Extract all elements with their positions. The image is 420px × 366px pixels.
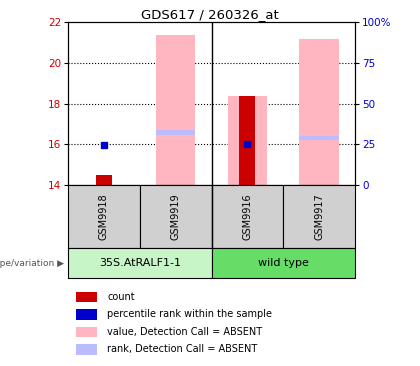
Text: GDS617 / 260326_at: GDS617 / 260326_at: [141, 8, 279, 21]
Bar: [96, 175, 112, 185]
Bar: [76, 326, 97, 337]
Text: rank, Detection Call = ABSENT: rank, Detection Call = ABSENT: [107, 344, 257, 354]
Text: percentile rank within the sample: percentile rank within the sample: [107, 309, 272, 319]
Text: value, Detection Call = ABSENT: value, Detection Call = ABSENT: [107, 327, 262, 337]
Bar: [212, 185, 283, 248]
Text: GSM9916: GSM9916: [242, 193, 252, 240]
Bar: [76, 291, 97, 302]
Bar: [140, 185, 212, 248]
Bar: [156, 130, 195, 135]
Text: GSM9917: GSM9917: [314, 193, 324, 240]
Text: GSM9918: GSM9918: [99, 193, 109, 240]
Bar: [156, 35, 195, 185]
Bar: [299, 136, 339, 140]
Bar: [68, 185, 140, 248]
Text: 35S.AtRALF1-1: 35S.AtRALF1-1: [99, 258, 181, 268]
Bar: [76, 344, 97, 355]
Bar: [228, 96, 267, 185]
Text: genotype/variation ▶: genotype/variation ▶: [0, 258, 64, 268]
Bar: [283, 185, 355, 248]
Bar: [76, 309, 97, 320]
Bar: [239, 96, 255, 185]
Text: wild type: wild type: [258, 258, 309, 268]
Text: GSM9919: GSM9919: [171, 193, 181, 240]
Bar: [68, 248, 212, 278]
Text: count: count: [107, 292, 135, 302]
Bar: [299, 39, 339, 185]
Bar: [212, 248, 355, 278]
